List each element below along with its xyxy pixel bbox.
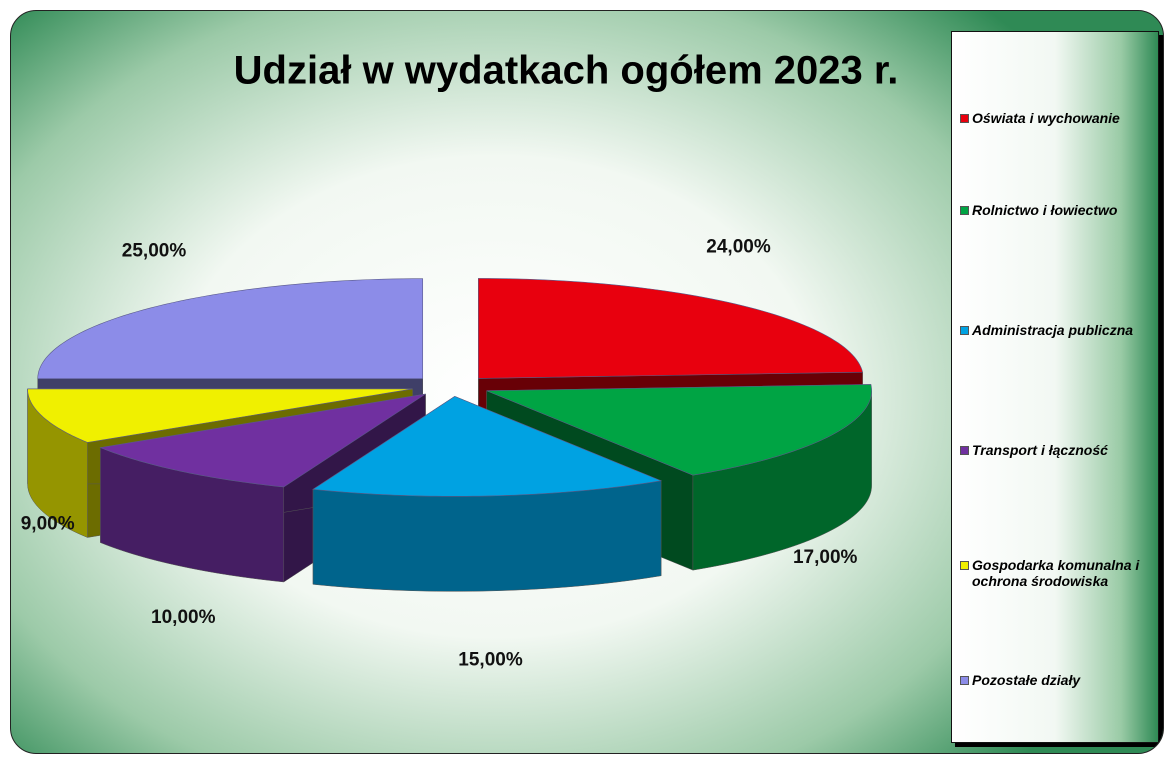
legend-swatch: [960, 561, 969, 570]
legend-item: Administracja publiczna: [960, 322, 1156, 338]
legend-item: Transport i łączność: [960, 442, 1156, 458]
chart-title: Udział w wydatkach ogółem 2023 r.: [234, 49, 899, 93]
legend-label: Pozostałe działy: [972, 672, 1081, 688]
legend-swatch: [960, 446, 969, 455]
slice-top: [486, 384, 872, 476]
legend-label: Gospodarka komunalna i ochrona środowisk…: [972, 557, 1140, 589]
legend-item: Oświata i wychowanie: [960, 110, 1156, 126]
slice-wall: [312, 480, 662, 592]
slice-top: [478, 278, 864, 379]
legend-swatch: [960, 206, 969, 215]
data-label: 9,00%: [21, 514, 75, 535]
legend-swatch: [960, 114, 969, 123]
legend-label: Administracja publiczna: [972, 322, 1134, 338]
slice-top: [37, 278, 424, 379]
slice: [312, 395, 663, 592]
data-label: 24,00%: [706, 237, 771, 258]
slice-top: [99, 393, 426, 488]
legend-item: Rolnictwo i łowiectwo: [960, 202, 1156, 218]
legend-label: Transport i łączność: [972, 442, 1108, 458]
legend: Oświata i wychowanie Rolnictwo i łowiectw…: [951, 31, 1159, 743]
legend-label: Rolnictwo i łowiectwo: [972, 202, 1118, 218]
legend-swatch: [960, 326, 969, 335]
slice-top: [27, 388, 413, 443]
legend-label: Oświata i wychowanie: [972, 110, 1120, 126]
slice-top: [312, 396, 663, 497]
legend-swatch: [960, 676, 969, 685]
data-label: 17,00%: [793, 547, 858, 568]
data-label: 15,00%: [458, 650, 523, 671]
chart: Udział w wydatkach ogółem 2023 r. 24,00%…: [21, 49, 899, 671]
legend-item: Pozostałe działy: [960, 672, 1156, 688]
chart-frame: Udział w wydatkach ogółem 2023 r. 24,00%…: [10, 10, 1164, 754]
legend-item: Gospodarka komunalna i ochrona środowisk…: [960, 557, 1156, 589]
data-label: 25,00%: [122, 241, 187, 262]
data-label: 10,00%: [151, 607, 216, 628]
